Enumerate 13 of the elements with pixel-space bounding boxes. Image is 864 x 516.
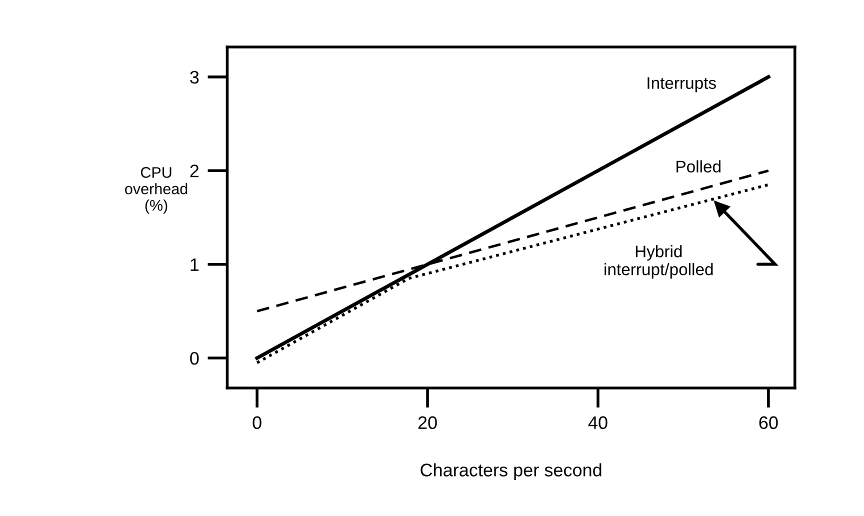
x-tick-label: 60 [759,416,778,430]
series-label: Interrupts [648,77,716,92]
y-tick-label: 0 [190,352,199,365]
y-tick-label: 3 [190,70,199,84]
x-tick-label: 40 [588,416,608,430]
y-axis-title: CPU overhead (%) [125,167,188,214]
x-tick-label: 0 [252,416,262,430]
y-tick-label: 2 [190,164,199,178]
series-label: Hybrid interrupt/polled [604,245,713,279]
x-tick-label: 20 [418,416,437,430]
x-axis-title: Characters per second [420,463,602,480]
series-label: Polled [676,160,720,173]
y-tick-label: 1 [190,258,199,271]
